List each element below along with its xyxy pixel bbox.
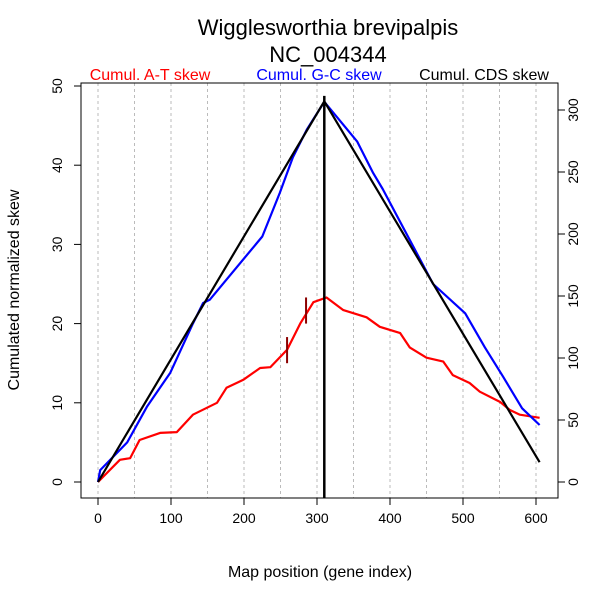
y2-tick-label: 100 [565,346,581,370]
plot-frame [80,82,559,499]
y-tick-label: 0 [49,478,65,486]
at-skew-line [97,296,540,483]
x-tick-label: 300 [305,510,329,526]
y-tick-label: 20 [49,316,65,332]
legend-at-skew: Cumul. A-T skew [90,67,211,84]
y2-tick-label: 50 [565,412,581,428]
x-tick-label: 400 [378,510,402,526]
cds-skew-line [97,100,541,483]
y-tick-label: 40 [49,157,65,173]
y2-tick-label: 150 [565,284,581,308]
x-tick-label: 500 [451,510,475,526]
y-axis-label: Cumulated normalized skew [6,189,23,390]
legend-cds-skew: Cumul. CDS skew [419,67,549,84]
x-axis-label: Map position (gene index) [228,564,412,581]
y-tick-label: 10 [49,395,65,411]
y2-tick-label: 300 [565,98,581,122]
y-tick-label: 30 [49,236,65,252]
gc-skew-line [96,100,541,483]
x-tick-label: 600 [524,510,548,526]
legend-gc-skew: Cumul. G-C skew [256,67,382,84]
y2-tick-label: 250 [565,160,581,184]
y-tick-label: 50 [49,78,65,94]
y2-tick-label: 0 [565,478,581,486]
x-tick-label: 100 [159,510,183,526]
chart-subtitle: NC_004344 [269,42,386,67]
x-tick-label: 200 [232,510,256,526]
y2-tick-label: 200 [565,222,581,246]
x-tick-label: 0 [94,510,102,526]
chart-title: Wigglesworthia brevipalpis [198,15,458,40]
